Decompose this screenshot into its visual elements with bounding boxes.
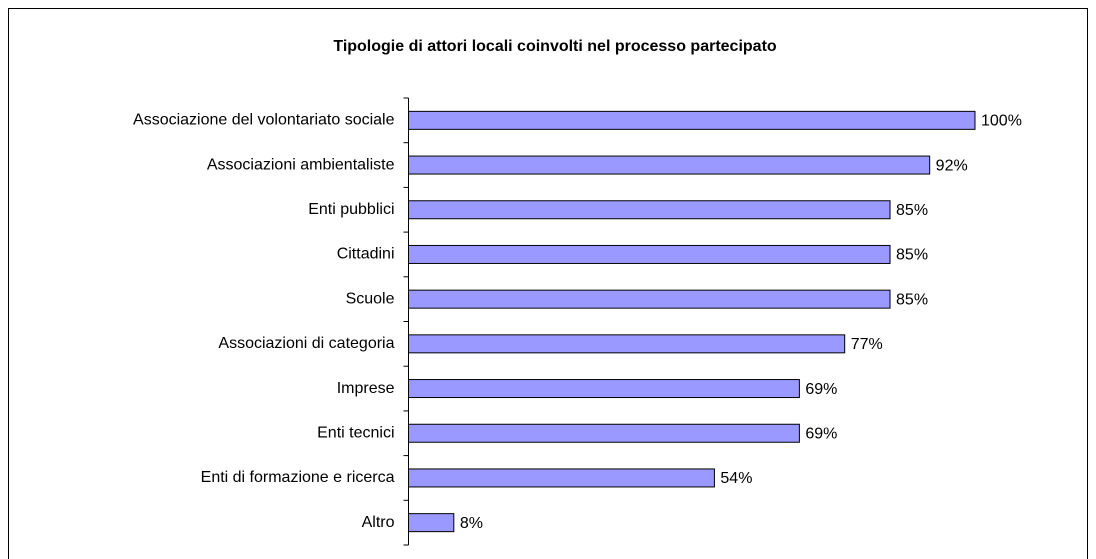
- bar: [408, 200, 891, 220]
- bar: [408, 110, 976, 130]
- value-label: 54%: [720, 470, 752, 487]
- value-label: 85%: [896, 247, 928, 264]
- value-label: 8%: [460, 515, 483, 532]
- y-tick-label: Associazione del volontariato sociale: [133, 112, 395, 129]
- y-tick-label: Enti tecnici: [317, 424, 394, 441]
- bar: [408, 379, 800, 399]
- chart-frame: [8, 8, 1088, 559]
- value-label: 85%: [896, 202, 928, 219]
- value-label: 69%: [805, 381, 837, 398]
- bar: [408, 289, 891, 309]
- value-label: 69%: [805, 425, 837, 442]
- y-tick-label: Imprese: [337, 380, 395, 397]
- y-tick-label: Altro: [362, 514, 395, 531]
- chart-title: Tipologie di attori locali coinvolti nel…: [333, 38, 777, 55]
- y-tick-label: Enti di formazione e ricerca: [201, 469, 395, 486]
- bar: [408, 244, 891, 264]
- value-label: 100%: [981, 113, 1022, 130]
- y-tick-label: Enti pubblici: [308, 201, 394, 218]
- bar: [408, 334, 846, 354]
- value-label: 77%: [851, 336, 883, 353]
- y-tick-label: Scuole: [346, 290, 395, 307]
- y-tick-label: Associazioni di categoria: [218, 335, 394, 352]
- y-tick-label: Cittadini: [337, 246, 395, 263]
- y-tick-label: Associazioni ambientaliste: [207, 156, 395, 173]
- bar: [408, 513, 455, 533]
- bar: [408, 468, 715, 488]
- bar: [408, 423, 800, 443]
- value-label: 85%: [896, 291, 928, 308]
- bar: [408, 155, 931, 175]
- value-label: 92%: [936, 157, 968, 174]
